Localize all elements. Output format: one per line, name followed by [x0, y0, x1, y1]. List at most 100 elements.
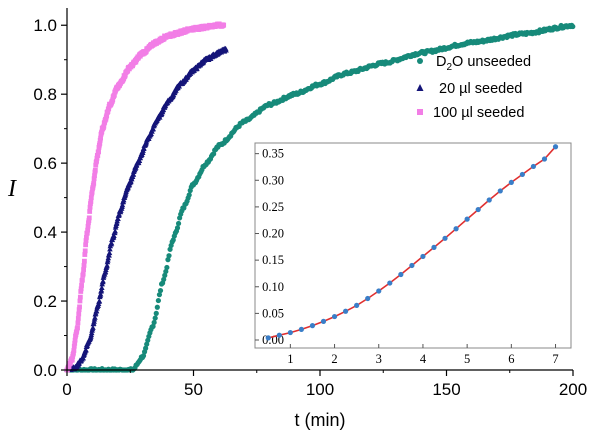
- inset-data-point: [552, 144, 559, 150]
- data-point: [154, 304, 160, 310]
- data-point: [100, 278, 106, 284]
- data-point: [170, 237, 176, 243]
- series-seeded100: [64, 21, 227, 373]
- data-point: [82, 258, 87, 264]
- y-tick-label: 0.0: [33, 361, 57, 380]
- data-point: [72, 337, 78, 343]
- series-d2o: [64, 22, 576, 373]
- inset-x-tick-label: 7: [552, 352, 558, 366]
- data-point: [76, 311, 82, 317]
- data-point: [156, 292, 163, 298]
- data-point: [74, 328, 80, 334]
- data-point: [111, 92, 117, 98]
- legend-marker-100ul: [417, 109, 423, 115]
- y-tick-label: 1.0: [33, 16, 57, 35]
- data-point: [101, 123, 107, 129]
- data-point: [95, 153, 101, 158]
- inset-data-point: [420, 253, 426, 260]
- data-point: [79, 277, 85, 283]
- data-point: [87, 204, 93, 210]
- x-tick-label: 100: [306, 380, 334, 399]
- inset-data-point: [376, 288, 382, 294]
- data-point: [94, 158, 99, 164]
- data-point: [97, 291, 104, 297]
- y-tick-label: 0.2: [33, 292, 57, 311]
- inset-data-point: [298, 326, 305, 332]
- data-point: [150, 126, 157, 132]
- data-point: [82, 248, 88, 254]
- data-point: [75, 320, 81, 326]
- inset-y-tick-label: 0.10: [262, 280, 284, 294]
- data-point: [570, 23, 576, 30]
- data-point: [153, 310, 159, 316]
- data-point: [136, 158, 143, 164]
- inset-x-tick-label: 6: [508, 352, 514, 366]
- data-point: [105, 255, 112, 261]
- data-point: [86, 218, 92, 223]
- data-point: [93, 308, 100, 314]
- y-axis-label: I: [7, 176, 17, 202]
- inset-data-point: [541, 156, 548, 162]
- data-point: [75, 325, 80, 331]
- data-point: [83, 238, 89, 243]
- data-point: [107, 246, 113, 252]
- inset-data-point: [464, 216, 470, 222]
- data-point: [140, 353, 147, 359]
- data-point: [83, 347, 89, 353]
- data-point: [151, 319, 157, 326]
- data-point: [98, 135, 103, 141]
- inset-data-point: [398, 271, 404, 278]
- inset-y-tick-label: 0.35: [262, 147, 284, 161]
- legend-label-d2o: D2O unseeded: [436, 54, 531, 73]
- legend-marker-d2o: [417, 58, 423, 64]
- data-point: [96, 298, 103, 304]
- inset-data-point: [320, 318, 327, 324]
- inset-y-tick-label: 0.05: [262, 306, 284, 320]
- data-point: [111, 232, 117, 238]
- y-tick-label: 0.8: [33, 85, 57, 104]
- main-plot: 0 50 100 150 200 0.0 0.2 0.4 0.6 0.8 1.0 t (min) I D2…: [7, 8, 587, 430]
- data-point: [71, 343, 77, 349]
- legend: D2O unseeded 20 µl seeded 100 µl seeded: [416, 54, 531, 121]
- data-point: [99, 285, 105, 291]
- inset-data-point: [453, 226, 459, 232]
- inset-x-tick-label: 4: [420, 352, 427, 366]
- data-point: [77, 298, 83, 304]
- inset-x-tick-label: 5: [464, 352, 470, 366]
- data-point: [92, 167, 98, 173]
- inset-data-point: [508, 179, 514, 186]
- data-point: [92, 173, 97, 179]
- data-point: [166, 253, 172, 259]
- data-point: [143, 345, 149, 351]
- inset-data-point: [287, 329, 293, 336]
- data-point: [78, 289, 84, 294]
- data-point: [81, 262, 87, 268]
- x-tick-label: 150: [432, 380, 460, 399]
- inset-data-point: [387, 280, 393, 286]
- data-point: [84, 230, 90, 236]
- inset-data-point: [354, 302, 360, 309]
- data-point: [88, 195, 94, 201]
- data-point: [85, 227, 91, 233]
- data-point: [77, 304, 82, 310]
- data-point: [167, 246, 173, 252]
- data-point: [150, 323, 156, 329]
- inset-data-point: [309, 323, 316, 329]
- data-point: [75, 316, 81, 321]
- data-point: [84, 235, 89, 240]
- data-point: [93, 162, 99, 168]
- data-point: [186, 192, 192, 198]
- inset-y-tick-label: 0.15: [262, 253, 284, 267]
- data-point: [157, 287, 164, 294]
- data-point: [104, 262, 110, 268]
- inset-plot: 0.000.050.100.150.200.250.300.351 2 3 4 5 6 7: [254, 142, 572, 366]
- data-point: [163, 268, 169, 275]
- data-point: [152, 315, 158, 321]
- data-point: [223, 47, 229, 53]
- data-point: [87, 209, 93, 214]
- data-point: [164, 264, 170, 271]
- inset-data-point: [442, 235, 448, 241]
- inset-x-tick-label: 1: [287, 352, 293, 366]
- data-point: [71, 348, 77, 353]
- data-point: [90, 324, 96, 330]
